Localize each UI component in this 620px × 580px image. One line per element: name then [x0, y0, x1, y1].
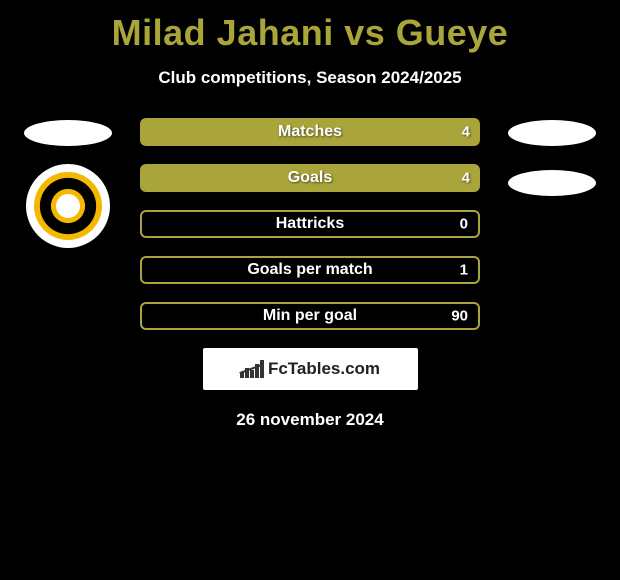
stat-value: 1: [460, 262, 468, 279]
stat-value: 90: [451, 308, 468, 325]
subtitle: Club competitions, Season 2024/2025: [0, 68, 620, 88]
stat-value: 0: [460, 216, 468, 233]
fctables-attribution[interactable]: FcTables.com: [203, 348, 418, 390]
stat-label: Min per goal: [263, 307, 357, 325]
fctables-label: FcTables.com: [268, 359, 380, 379]
stat-label: Hattricks: [276, 215, 344, 233]
stat-row: Matches 4: [140, 118, 480, 146]
page-title: Milad Jahani vs Gueye: [0, 0, 620, 54]
date-line: 26 november 2024: [0, 410, 620, 430]
stat-label: Matches: [278, 123, 342, 141]
stat-row: Goals per match 1: [140, 256, 480, 284]
stat-value: 4: [462, 124, 470, 141]
stat-label: Goals per match: [247, 261, 372, 279]
stat-label: Goals: [288, 169, 332, 187]
stat-row: Min per goal 90: [140, 302, 480, 330]
stat-value: 4: [462, 170, 470, 187]
stat-row: Hattricks 0: [140, 210, 480, 238]
bar-chart-icon: [240, 360, 262, 378]
stats-block: Matches 4 Goals 4 Hattricks 0 Goals per match 1…: [0, 118, 620, 330]
stat-row: Goals 4: [140, 164, 480, 192]
